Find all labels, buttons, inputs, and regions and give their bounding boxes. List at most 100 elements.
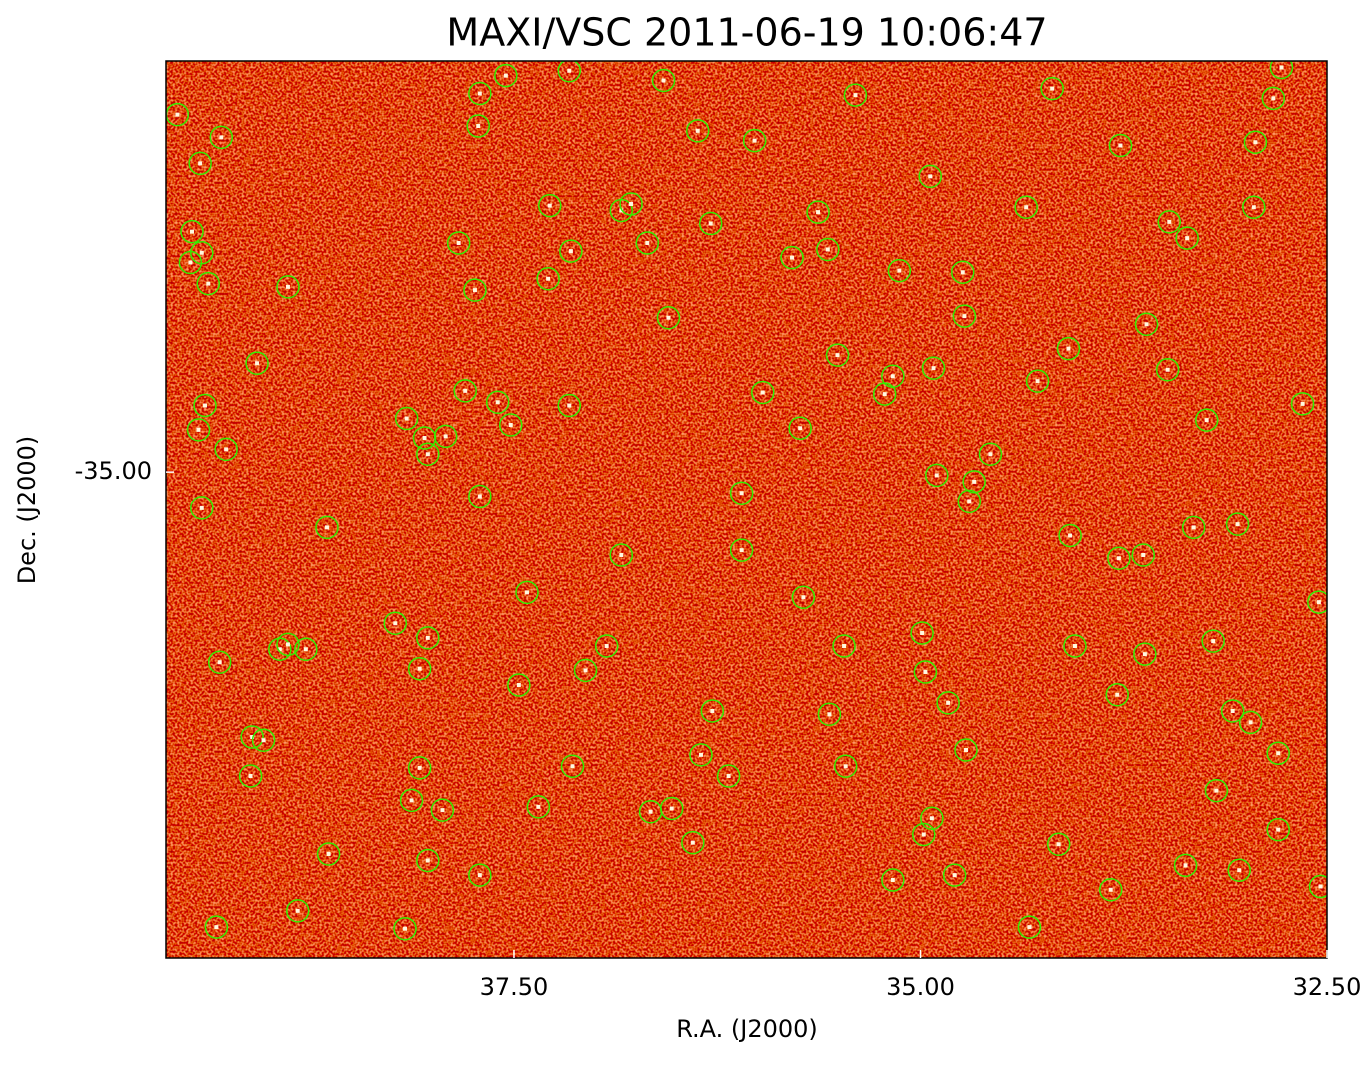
source-spot	[324, 525, 329, 530]
source-circle	[1155, 358, 1180, 382]
source-circle	[485, 390, 510, 414]
source-circle	[651, 68, 676, 93]
source-circle	[399, 788, 424, 813]
source-circle	[1227, 858, 1251, 882]
source-spot	[708, 221, 713, 226]
source-circle	[659, 796, 684, 821]
source-spot	[816, 210, 821, 215]
source-circle	[1238, 710, 1263, 735]
source-spot	[1279, 65, 1284, 70]
source-circle	[872, 382, 897, 406]
source-spot	[404, 416, 409, 421]
source-spot	[440, 808, 445, 813]
sources	[166, 61, 1327, 941]
source-spot	[645, 241, 650, 245]
source-spot	[960, 270, 965, 275]
source-circle	[498, 413, 523, 437]
source-circle	[1173, 853, 1198, 878]
source-circle	[594, 634, 619, 658]
source-circle	[881, 868, 905, 892]
source-circle	[393, 917, 417, 941]
source-circle	[1134, 312, 1159, 336]
source-circle	[268, 637, 292, 661]
source-spot	[882, 392, 887, 397]
source-spot	[255, 361, 260, 366]
source-spot	[698, 752, 703, 757]
source-circle	[193, 393, 217, 418]
source-spot	[1251, 205, 1256, 210]
source-circle	[1220, 699, 1245, 723]
source-spot	[648, 809, 653, 814]
source-circle	[1108, 133, 1133, 158]
source-circle	[515, 580, 539, 605]
source-circle	[1025, 369, 1050, 393]
x-axis-label: R.A. (J2000)	[676, 1015, 818, 1043]
source-spot	[508, 423, 513, 427]
source-circle	[780, 245, 804, 270]
source-circle	[190, 496, 214, 520]
source-circle	[1266, 817, 1290, 842]
source-circle	[921, 356, 946, 380]
source-spot	[303, 647, 308, 652]
source-spot	[695, 128, 700, 133]
source-spot	[928, 174, 933, 179]
source-circle	[1308, 874, 1327, 899]
source-spot	[224, 447, 229, 452]
source-spot	[196, 427, 201, 432]
source-spot	[417, 765, 422, 770]
source-spot	[198, 161, 203, 166]
source-circle	[494, 63, 518, 88]
source-circle	[468, 81, 492, 106]
source-circle	[700, 699, 725, 723]
source-spot	[760, 390, 765, 395]
source-spot	[1024, 205, 1029, 210]
source-spot	[801, 595, 806, 600]
source-spot	[1056, 842, 1061, 847]
source-circle	[214, 437, 238, 462]
source-spot	[1035, 379, 1040, 384]
source-circle	[742, 128, 767, 153]
source-circle	[816, 237, 840, 262]
source-spot	[972, 479, 977, 484]
source-circle	[433, 424, 458, 449]
source-circle	[466, 114, 490, 138]
source-spot	[295, 908, 300, 913]
source-circle	[698, 211, 723, 236]
source-circle	[954, 738, 978, 762]
source-circle	[1040, 76, 1064, 101]
source-circle	[276, 632, 300, 657]
chart-title: MAXI/VSC 2011-06-19 10:06:47	[446, 11, 1047, 55]
source-spot	[853, 93, 858, 98]
source-circle	[294, 637, 318, 661]
source-circle	[245, 351, 269, 375]
source-spot	[425, 452, 430, 457]
source-circle	[238, 764, 263, 788]
x-tick-label: 32.50	[1293, 973, 1362, 1001]
source-circle	[913, 660, 938, 684]
source-circle	[978, 442, 1003, 466]
source-spot	[546, 276, 551, 281]
source-spot	[417, 666, 422, 671]
source-circle	[188, 151, 212, 176]
source-circle	[407, 657, 432, 681]
source-spot	[477, 873, 482, 878]
source-circle	[446, 231, 471, 255]
x-tick-label: 35.00	[886, 973, 955, 1001]
y-axis-label: Dec. (J2000)	[13, 436, 41, 585]
source-circle	[383, 611, 408, 635]
source-circle	[1107, 546, 1131, 570]
source-spot	[206, 281, 211, 286]
source-spot	[897, 268, 902, 273]
source-spot	[1118, 143, 1123, 148]
source-spot	[929, 816, 934, 821]
source-circle	[1225, 512, 1250, 536]
source-spot	[1191, 525, 1196, 530]
source-circle	[887, 258, 912, 283]
source-spot	[567, 68, 572, 73]
source-circle	[1261, 86, 1286, 111]
source-spot	[1068, 533, 1073, 538]
source-spot	[495, 400, 500, 405]
source-spot	[1237, 868, 1242, 873]
source-circle	[1056, 336, 1081, 361]
source-circle	[394, 406, 419, 431]
